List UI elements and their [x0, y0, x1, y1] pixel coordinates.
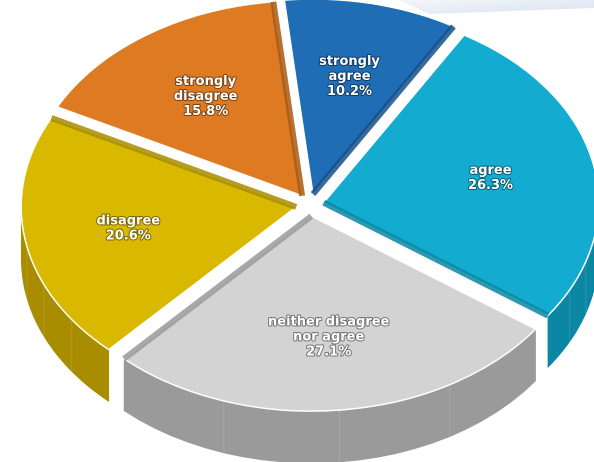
- slice-category-label: neither disagree: [268, 314, 390, 329]
- slice-strongly-agree: [283, 0, 455, 196]
- slice-cut-edge: [310, 24, 456, 197]
- slice-percent-label: 20.6%: [106, 228, 151, 243]
- slice-agree: [322, 34, 594, 317]
- slice-category-label: agree: [469, 163, 511, 178]
- slice-strongly-disagree: [56, 0, 304, 197]
- slice-disagree: [20, 117, 298, 351]
- pie-sides: [20, 206, 594, 462]
- slice-category-label: agree: [328, 69, 370, 84]
- slice-cut-edge: [322, 200, 550, 319]
- slice-percent-label: 26.3%: [468, 178, 513, 193]
- slice-percent-label: 27.1%: [306, 344, 351, 359]
- slice-percent-label: 15.8%: [183, 104, 228, 119]
- slice-percent-label: 10.2%: [327, 84, 372, 99]
- slice-category-label: disagree: [174, 89, 238, 104]
- slice-neither-disagree-nor-agree: [122, 215, 537, 412]
- background-shard: [398, 0, 594, 14]
- slice-category-label: nor agree: [293, 329, 364, 344]
- slice-category-label: disagree: [96, 213, 160, 228]
- slice-cut-edge: [122, 213, 314, 362]
- slice-cut-edge: [270, 1, 306, 197]
- slice-category-label: strongly: [175, 74, 236, 89]
- slice-cut-edge: [50, 115, 298, 210]
- slice-category-label: strongly: [319, 54, 380, 69]
- pie-slices: [20, 0, 594, 412]
